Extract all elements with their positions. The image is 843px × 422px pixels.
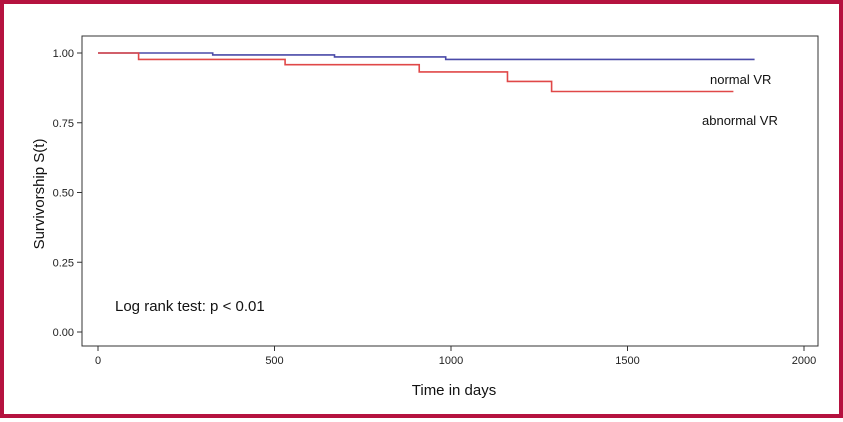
- x-axis-title: Time in days: [412, 382, 496, 399]
- series-label-normal-vr: normal VR: [710, 72, 771, 87]
- survival-chart: 0 500 1000 1500 2000 0.00 0.25 0.50 0.75 1.00 Ti…: [31, 35, 819, 399]
- x-axis: 0 500 1000 1500 2000: [95, 346, 816, 367]
- y-tick-label: 0.50: [53, 188, 74, 200]
- log-rank-annotation: Log rank test: p < 0.01: [115, 298, 265, 315]
- x-tick-label: 1000: [439, 355, 463, 367]
- y-tick-label: 0.25: [53, 257, 74, 269]
- series-line-normal-vr: [98, 52, 755, 61]
- x-tick-label: 500: [265, 355, 283, 367]
- series-line-abnormal-vr: [98, 52, 734, 93]
- y-tick-label: 0.00: [53, 327, 74, 339]
- x-tick-label: 2000: [792, 355, 816, 367]
- x-tick-label: 1500: [615, 355, 639, 367]
- y-tick-label: 0.75: [53, 118, 74, 130]
- y-axis: 0.00 0.25 0.50 0.75 1.00: [53, 48, 82, 339]
- series-label-abnormal-vr: abnormal VR: [702, 113, 778, 128]
- y-axis-title: Survivorship S(t): [31, 139, 48, 250]
- x-tick-label: 0: [95, 355, 101, 367]
- series-lines: [98, 52, 755, 93]
- plot-area: [81, 35, 819, 347]
- y-tick-label: 1.00: [53, 48, 74, 60]
